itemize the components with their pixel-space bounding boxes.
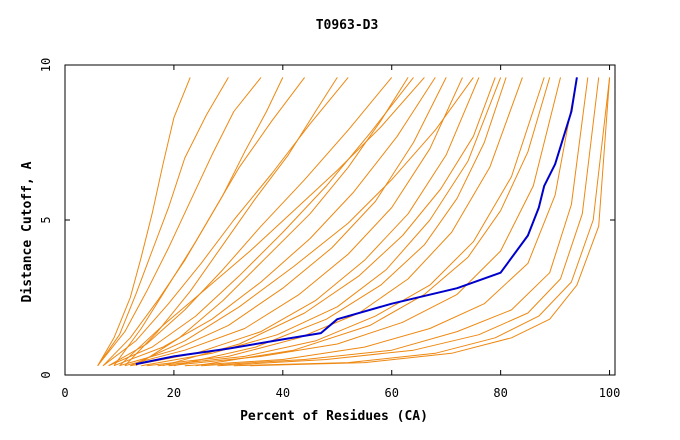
chart-title: T0963-D3 xyxy=(316,18,379,33)
series-line-14 xyxy=(157,77,545,367)
x-axis-label: Percent of Residues (CA) xyxy=(240,409,428,424)
series-line-12 xyxy=(141,77,502,367)
series-line-21 xyxy=(119,77,425,367)
series-line-16 xyxy=(184,77,578,367)
x-tick-label: 100 xyxy=(599,386,621,400)
series-line-8 xyxy=(113,77,436,367)
series-line-9 xyxy=(119,77,447,367)
series-line-5 xyxy=(102,77,349,367)
series-line-13 xyxy=(146,77,523,367)
y-axis-label: Distance Cutoff, A xyxy=(20,161,35,302)
series-line-19 xyxy=(233,77,611,367)
y-tick-label: 10 xyxy=(39,58,53,72)
x-tick-label: 20 xyxy=(167,386,181,400)
x-axis-ticks: 0 20 40 60 80 100 xyxy=(61,65,620,400)
x-tick-label: 40 xyxy=(276,386,290,400)
y-tick-label: 5 xyxy=(39,216,53,223)
series-line-28 xyxy=(162,77,496,367)
series-layer xyxy=(97,77,611,367)
series-line-6 xyxy=(108,77,393,367)
x-tick-label: 0 xyxy=(61,386,68,400)
series-line-26 xyxy=(173,77,507,367)
y-axis-ticks: 0 5 10 xyxy=(39,58,615,379)
series-line-2 xyxy=(97,77,229,366)
x-tick-label: 80 xyxy=(493,386,507,400)
series-line-7 xyxy=(108,77,414,367)
series-line-17 xyxy=(201,77,589,367)
series-line-1 xyxy=(97,77,191,366)
x-tick-label: 60 xyxy=(385,386,399,400)
series-line-20 xyxy=(250,77,611,367)
series-line-22 xyxy=(130,77,474,367)
y-tick-label: 0 xyxy=(39,371,53,378)
series-line-25 xyxy=(135,77,409,367)
series-line-15 xyxy=(168,77,561,367)
highlight-series-line xyxy=(135,77,578,366)
series-line-18 xyxy=(217,77,600,367)
series-line-3 xyxy=(97,77,262,367)
series-line-23 xyxy=(113,77,284,366)
series-line-10 xyxy=(124,77,463,367)
series-line-27 xyxy=(195,77,551,367)
series-line-24 xyxy=(124,77,338,367)
series-line-11 xyxy=(130,77,480,367)
